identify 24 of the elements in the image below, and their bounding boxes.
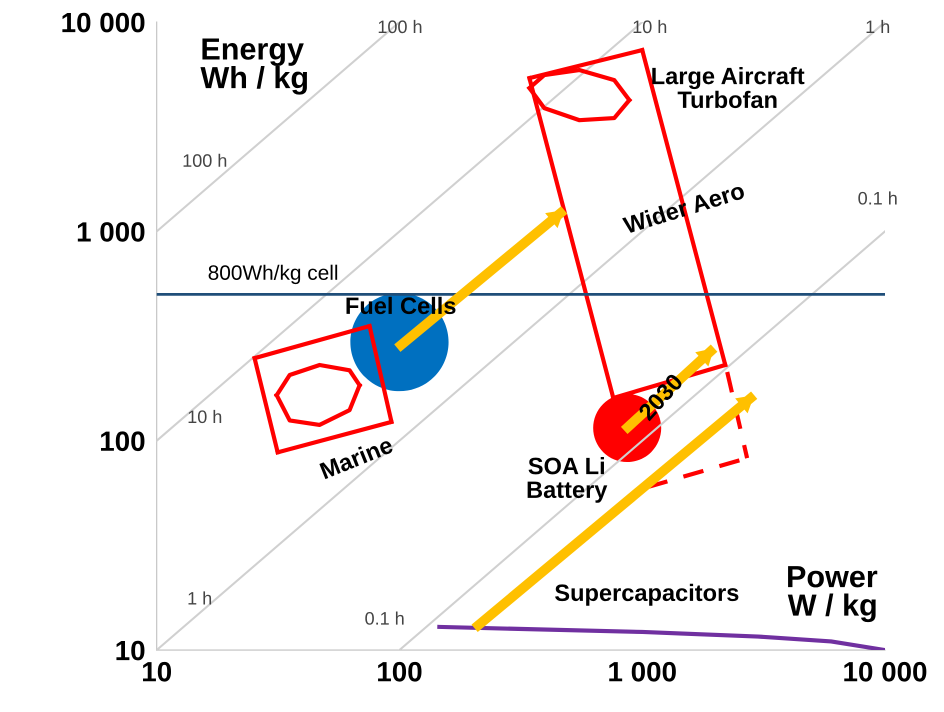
y-tick-label: 1 000 xyxy=(78,222,144,242)
x-tick-label: 100 xyxy=(378,662,422,682)
annotation: SOA Li Battery xyxy=(528,457,608,503)
annotation: 0.1 h xyxy=(858,191,897,205)
y-tick-label: 100 xyxy=(101,431,144,452)
annotation: Wider Aero xyxy=(622,181,746,234)
annotation: Large Aircraft Turbofan xyxy=(652,66,804,108)
annotation: 100 h xyxy=(378,20,422,34)
annotation: 0.1 h xyxy=(365,611,404,625)
ref-line-label: 800Wh/kg cell xyxy=(208,264,338,284)
annotation: 100 h xyxy=(184,154,226,167)
x-tick-label: 10 000 xyxy=(844,662,926,682)
annotation: 1 h xyxy=(866,20,890,34)
annotation: 10 h xyxy=(634,20,666,34)
x-tick-label: 10 xyxy=(143,662,172,682)
annotation: 10 h xyxy=(188,410,222,424)
annotation: Marine xyxy=(319,436,394,480)
annotation: 1 h xyxy=(188,591,212,604)
annotation: Supercapacitors xyxy=(555,584,738,606)
x-axis-title: Power W / kg xyxy=(788,566,878,622)
y-tick-label: 10 000 xyxy=(62,12,144,32)
y-axis-title: Energy Wh / kg xyxy=(200,38,307,95)
y-tick-label: 10 xyxy=(116,640,144,660)
x-tick-label: 1 000 xyxy=(609,662,676,682)
